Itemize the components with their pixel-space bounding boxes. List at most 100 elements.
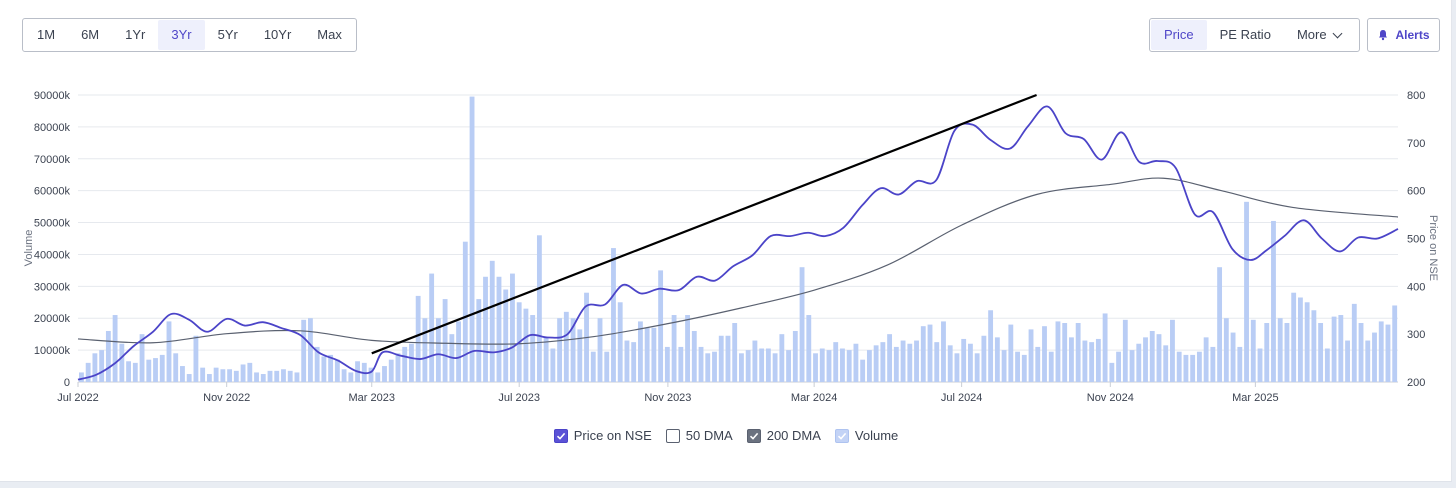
volume-bar[interactable]	[159, 354, 165, 382]
volume-bar[interactable]	[1062, 323, 1068, 382]
volume-bar[interactable]	[1190, 354, 1196, 382]
volume-bar[interactable]	[1223, 318, 1229, 382]
volume-bar[interactable]	[1385, 324, 1391, 382]
volume-bar[interactable]	[483, 276, 488, 382]
volume-bar[interactable]	[563, 311, 569, 382]
volume-bar[interactable]	[1069, 337, 1074, 382]
volume-bar[interactable]	[658, 270, 664, 382]
volume-bar[interactable]	[206, 374, 212, 382]
volume-bar[interactable]	[833, 342, 839, 382]
volume-bar[interactable]	[85, 362, 91, 382]
volume-bar[interactable]	[712, 351, 717, 382]
volume-checkbox[interactable]	[834, 428, 849, 443]
volume-bar[interactable]	[651, 327, 657, 382]
volume-bar[interactable]	[1143, 337, 1148, 382]
volume-bar[interactable]	[368, 367, 374, 382]
volume-bar[interactable]	[186, 374, 192, 382]
volume-bar[interactable]	[853, 343, 859, 382]
volume-bar[interactable]	[644, 327, 650, 382]
volume-bar[interactable]	[469, 96, 475, 382]
volume-bar[interactable]	[1116, 351, 1122, 382]
volume-bar[interactable]	[213, 367, 219, 382]
volume-bar[interactable]	[611, 248, 616, 382]
volume-bar[interactable]	[1048, 351, 1054, 382]
volume-bar[interactable]	[577, 329, 583, 382]
volume-bar[interactable]	[974, 353, 980, 382]
volume-bar[interactable]	[840, 348, 845, 382]
volume-bar[interactable]	[79, 372, 84, 382]
volume-bar[interactable]	[637, 321, 643, 382]
volume-bar[interactable]	[314, 346, 320, 382]
range-5yr-button[interactable]: 5Yr	[217, 27, 238, 42]
volume-bar[interactable]	[402, 346, 408, 382]
volume-bar[interactable]	[792, 330, 798, 382]
volume-bar[interactable]	[375, 372, 381, 382]
volume-bar[interactable]	[954, 353, 960, 382]
volume-bar[interactable]	[806, 315, 812, 382]
volume-bar[interactable]	[813, 353, 818, 382]
volume-bar[interactable]	[631, 342, 637, 382]
volume-bar[interactable]	[1082, 340, 1088, 382]
legend-volume[interactable]: Volume	[834, 428, 898, 443]
volume-bar[interactable]	[691, 330, 697, 382]
volume-bar[interactable]	[543, 337, 549, 382]
volume-bar[interactable]	[1345, 340, 1350, 382]
volume-bar[interactable]	[510, 273, 515, 382]
volume-bar[interactable]	[139, 334, 145, 382]
price-view-button[interactable]: Price	[1151, 20, 1207, 50]
volume-bar[interactable]	[685, 315, 690, 382]
volume-bar[interactable]	[1129, 350, 1135, 382]
volume-bar[interactable]	[1102, 313, 1108, 382]
volume-bar[interactable]	[1378, 321, 1384, 382]
volume-bar[interactable]	[1304, 302, 1310, 382]
volume-bar[interactable]	[887, 334, 893, 382]
volume-bar[interactable]	[597, 318, 603, 382]
volume-bar[interactable]	[146, 359, 152, 382]
volume-bar[interactable]	[1257, 348, 1263, 382]
volume-bar[interactable]	[772, 353, 778, 382]
volume-bar[interactable]	[112, 315, 118, 382]
volume-bar[interactable]	[1021, 354, 1027, 382]
volume-bar[interactable]	[429, 273, 435, 382]
volume-bar[interactable]	[321, 356, 327, 382]
volume-bar[interactable]	[826, 350, 832, 382]
price-checkbox[interactable]	[553, 428, 568, 443]
volume-bar[interactable]	[550, 348, 556, 382]
volume-bar[interactable]	[1109, 362, 1115, 382]
volume-bar[interactable]	[348, 372, 354, 382]
alerts-button[interactable]: Alerts	[1367, 18, 1440, 52]
range-3yr-button[interactable]: 3Yr	[158, 20, 205, 50]
volume-bar[interactable]	[570, 318, 576, 382]
volume-bar[interactable]	[409, 343, 414, 382]
volume-bar[interactable]	[1318, 323, 1324, 382]
volume-bar[interactable]	[1311, 310, 1317, 382]
volume-bar[interactable]	[779, 334, 785, 382]
volume-bar[interactable]	[1183, 354, 1189, 382]
volume-bar[interactable]	[967, 343, 973, 382]
volume-bar[interactable]	[732, 323, 738, 382]
volume-bar[interactable]	[1392, 305, 1398, 382]
volume-bar[interactable]	[941, 321, 946, 382]
volume-bar[interactable]	[1372, 332, 1377, 382]
volume-bar[interactable]	[267, 370, 273, 382]
volume-bar[interactable]	[1324, 348, 1330, 382]
volume-bar[interactable]	[678, 346, 684, 382]
volume-bar[interactable]	[1277, 318, 1283, 382]
volume-bar[interactable]	[99, 350, 105, 382]
volume-bar[interactable]	[415, 295, 421, 382]
volume-bar[interactable]	[590, 351, 596, 382]
volume-bar[interactable]	[617, 302, 623, 382]
volume-bar[interactable]	[247, 362, 253, 382]
volume-bar[interactable]	[180, 366, 185, 382]
volume-bar[interactable]	[664, 346, 670, 382]
volume-bar[interactable]	[1210, 346, 1216, 382]
volume-bar[interactable]	[1217, 267, 1223, 382]
dma50-checkbox[interactable]	[665, 428, 680, 443]
volume-bar[interactable]	[92, 353, 98, 382]
volume-bar[interactable]	[281, 369, 286, 382]
volume-bar[interactable]	[1163, 345, 1169, 382]
volume-bar[interactable]	[105, 330, 111, 382]
volume-bar[interactable]	[1203, 337, 1209, 382]
volume-bar[interactable]	[496, 276, 502, 382]
pe-ratio-view-button[interactable]: PE Ratio	[1219, 27, 1271, 42]
